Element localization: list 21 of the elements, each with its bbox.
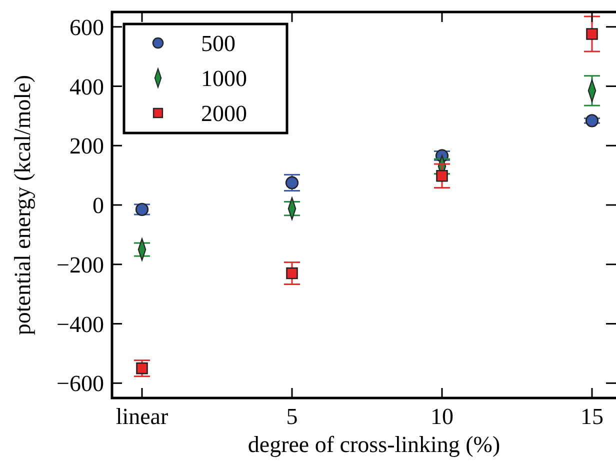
y-tick-label: 400 [70,74,104,100]
y-tick-label: 200 [70,134,104,159]
point [586,28,598,40]
legend-label: 2000 [201,101,247,126]
point [136,362,148,374]
legend-label: 500 [201,31,236,56]
x-tick-label: 10 [430,404,454,429]
x-tick-label: 15 [580,404,604,429]
point [436,170,448,182]
x-tick-label: linear [116,404,169,429]
legend-label: 1000 [201,66,247,91]
y-tick-label: −400 [56,312,104,337]
point [286,267,298,280]
y-tick-label: −200 [56,252,104,278]
point [585,114,599,128]
y-tick-label: 0 [92,193,104,218]
x-tick-label: 5 [286,404,298,429]
x-axis-title: degree of cross-linking (%) [248,432,500,457]
y-axis-title: potential energy (kcal/mole) [10,74,35,336]
y-tick-label: −600 [56,371,104,396]
y-tick-label: 600 [70,14,104,40]
